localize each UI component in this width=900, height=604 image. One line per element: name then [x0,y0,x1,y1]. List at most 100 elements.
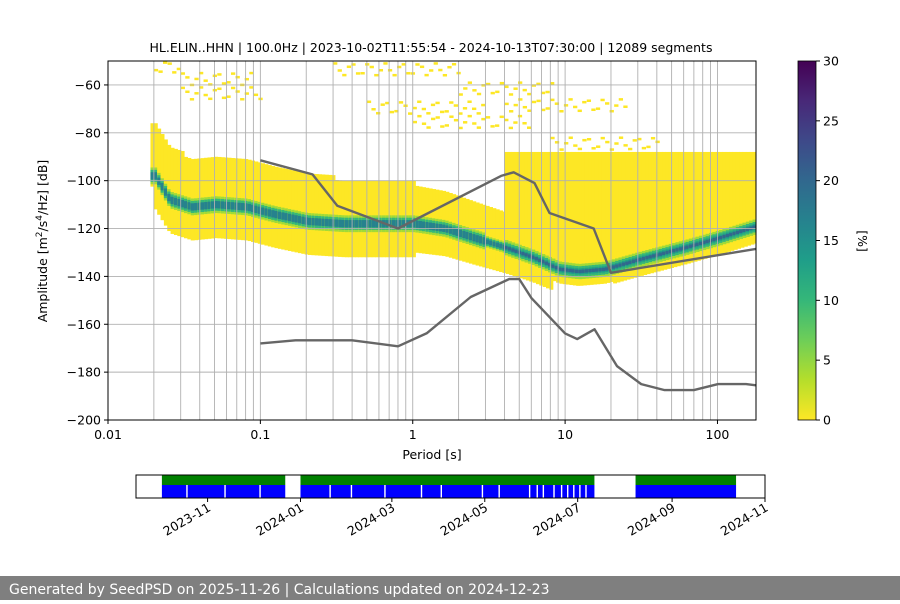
x-tick-label: 0.01 [94,427,122,442]
heatmap-cell [430,103,436,107]
heatmap-cell [249,71,254,75]
heatmap-cell [578,151,583,258]
heatmap-cell [615,151,620,252]
heatmap-cell [311,218,316,226]
heatmap-cell [392,73,397,77]
heatmap-cell [408,112,413,115]
heatmap-cell [451,62,457,66]
heatmap-cell [294,215,299,223]
availability-date-ticks: 2023-11 2024-01 2024-03 2024-05 2024-07 2024-… [160,498,771,539]
heatmap-cell [515,207,520,278]
heatmap-cell [742,151,747,216]
heatmap-cell [412,120,418,124]
heatmap-cell [444,110,449,113]
colorbar-tick-label: 30 [823,54,839,69]
heatmap-cell [449,101,454,104]
heatmap-cell [167,193,172,202]
heatmap-cell [521,151,526,240]
heatmap-cell [153,68,159,72]
x-tick-label: 10 [557,427,573,442]
y-label-part-1: Amplitude [m [35,237,50,322]
heatmap-cell [658,252,663,256]
heatmap-cell [421,107,426,111]
heatmap-cell [415,63,420,66]
availability-gap [329,485,331,498]
heatmap-cell [230,72,236,75]
heatmap-cell [173,197,178,206]
availability-gap [536,485,538,498]
heatmap-cell [180,86,185,90]
x-tick-label: 1 [409,427,417,442]
heatmap-cell [536,99,541,103]
heatmap-cell [227,201,232,210]
heatmap-cell [507,247,512,251]
heatmap-cell [564,268,569,272]
heatmap-cell [625,261,630,265]
heatmap-cell [648,255,653,259]
heatmap-cell [545,107,550,110]
heatmap-cell [249,86,254,89]
heatmap-cell [235,75,240,79]
heatmap-cell [334,219,339,227]
heatmap-cell [705,239,710,244]
heatmap-cell [417,114,422,118]
y-tick-label: −200 [67,413,101,428]
availability-gap [420,485,423,498]
heatmap-cell [584,269,589,273]
y-label-part-2: /s [35,221,50,232]
heatmap-cell [490,91,495,95]
heatmap-cell [244,203,249,211]
heatmap-cell [499,115,504,119]
heatmap-cell [605,151,609,255]
y-axis-ticks: −60 −80 −100 −120 −140 −160 −180 −200 [67,77,108,428]
heatmap-cell [527,109,532,112]
heatmap-cell [438,68,443,72]
heatmap-cell [444,124,450,127]
heatmap-cell [431,117,436,121]
heatmap-cell [235,90,240,93]
heatmap-cell [204,201,209,210]
heatmap-cell [397,65,402,69]
heatmap-cell [348,220,353,228]
heatmap-cell [220,201,225,209]
heatmap-cell [277,211,282,219]
heatmap-cell [514,151,519,237]
heatmap-cell [675,151,680,236]
heatmap-cell [608,151,613,254]
heatmap-cell [752,225,756,229]
heatmap-cell [240,98,245,101]
heatmap-cell [591,108,596,112]
heatmap-cell [527,254,532,258]
heatmap-cell [568,268,573,273]
noise-model-lines [260,159,756,392]
heatmap-cell [308,217,312,226]
heatmap-cell [221,82,227,85]
heatmap-cell [702,240,707,245]
heatmap-cell [628,151,633,248]
availability-data-bar [300,485,595,498]
heatmap-cell [688,244,693,248]
heatmap-cell [573,105,578,109]
heatmap-cell [601,267,606,272]
heatmap-cell [559,148,564,151]
heatmap-cell [739,229,744,234]
heatmap-cell [492,241,497,247]
heatmap-cell [554,141,560,144]
heatmap-cell [549,221,554,290]
heatmap-cell [485,116,491,119]
heatmap-cell [559,235,564,284]
heatmap-cell [257,206,262,214]
heatmap-cell [525,211,530,281]
heatmap-cell [561,151,566,256]
heatmap-cell [568,136,573,140]
heatmap-cell [662,251,666,256]
heatmap-cell [424,73,429,77]
y-tick-label: −140 [67,269,101,284]
heatmap-cell [163,188,168,196]
heatmap-cell [638,151,643,246]
heatmap-cell [518,81,523,84]
heatmap-cell [198,71,204,75]
heatmap-cell [411,220,416,228]
heatmap-cell [685,245,690,249]
heatmap-cell [388,220,393,228]
